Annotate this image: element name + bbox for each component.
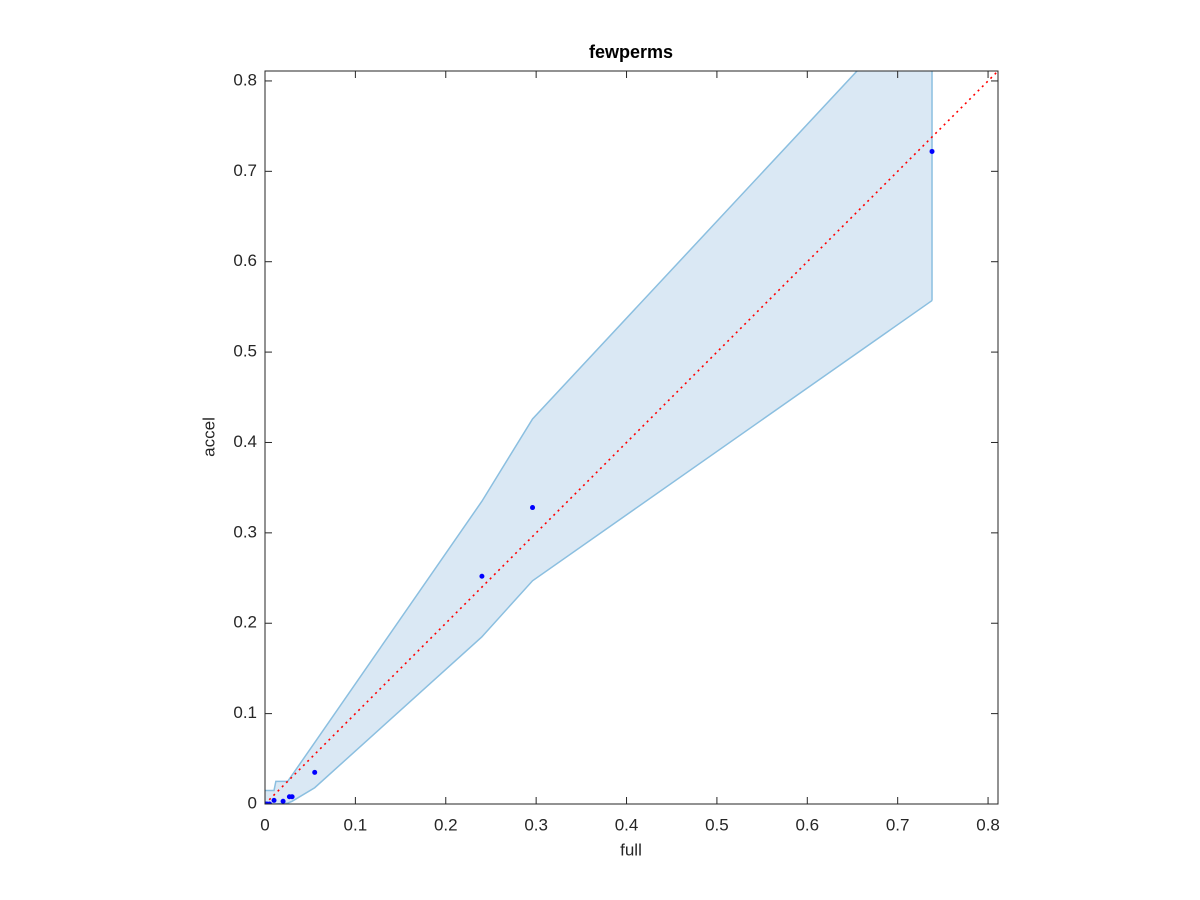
point [267, 801, 273, 804]
y-tick-label: 0.4 [233, 432, 257, 451]
axes-box [264, 70, 999, 805]
x-tick-label: 0.7 [886, 815, 910, 834]
y-axis-label: accel [199, 417, 218, 457]
point [280, 798, 286, 804]
y-tick-label: 0.5 [233, 342, 257, 361]
x-tick-label: 0.6 [795, 815, 819, 834]
chart-title: fewperms [589, 42, 673, 62]
band-lower-line [265, 299, 933, 804]
x-axis-label: full [620, 840, 642, 859]
y-tick-label: 0.3 [233, 522, 257, 541]
band-upper-line [265, 71, 859, 792]
point [479, 573, 485, 579]
point [271, 797, 277, 803]
x-tick-label: 0.4 [615, 815, 639, 834]
band-fill [265, 71, 933, 804]
y-tick-label: 0 [248, 793, 257, 812]
y-tick-label: 0.2 [233, 613, 257, 632]
y-tick-label: 0.7 [233, 161, 257, 180]
point [312, 769, 318, 775]
x-tick-label: 0.8 [976, 815, 1000, 834]
y-tick-label: 0.8 [233, 70, 257, 89]
x-tick-label: 0.2 [434, 815, 458, 834]
x-tick-label: 0.3 [524, 815, 548, 834]
x-tick-label: 0.1 [344, 815, 368, 834]
point [289, 794, 295, 800]
point [530, 505, 536, 511]
x-tick-label: 0 [260, 815, 269, 834]
x-tick-label: 0.5 [705, 815, 729, 834]
y-tick-label: 0.1 [233, 703, 257, 722]
y-tick-label: 0.6 [233, 251, 257, 270]
plot-area [265, 71, 998, 804]
point [929, 148, 935, 154]
